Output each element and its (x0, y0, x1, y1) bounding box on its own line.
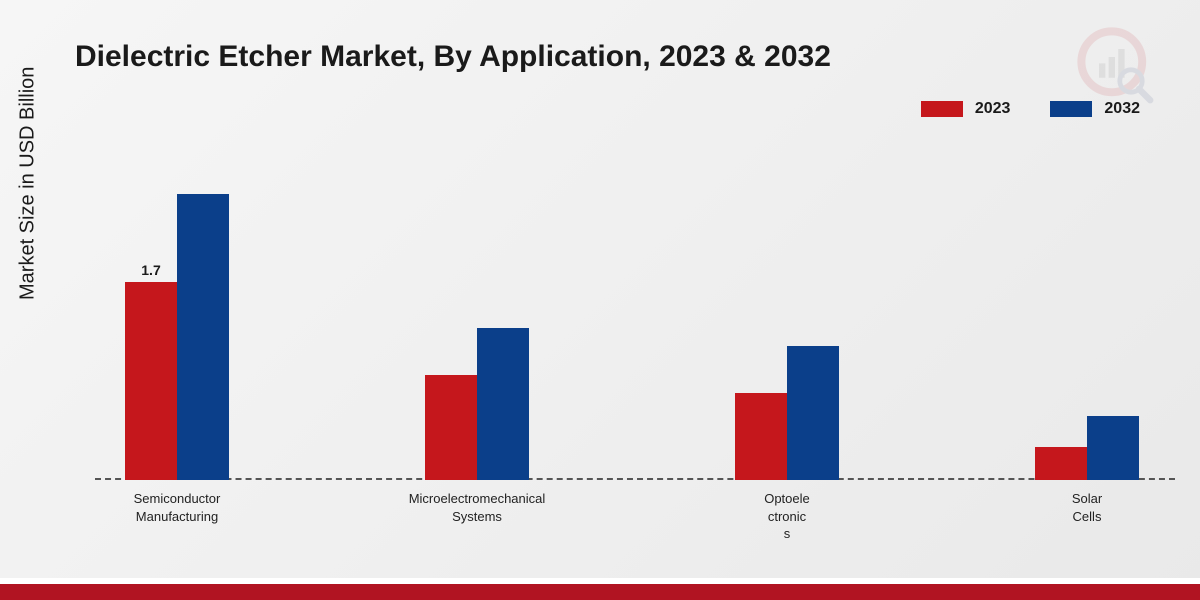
footer-bar (0, 584, 1200, 600)
bar-value-label: 1.7 (125, 262, 177, 282)
legend-label-2023: 2023 (975, 100, 1011, 118)
legend: 2023 2032 (921, 100, 1140, 118)
bar-wrap (177, 194, 229, 480)
legend-item-2032: 2032 (1050, 100, 1140, 118)
bar-wrap (1035, 447, 1087, 480)
category-label: Solar Cells (1032, 480, 1142, 525)
bar (1035, 447, 1087, 480)
bar-wrap (735, 393, 787, 481)
legend-label-2032: 2032 (1104, 100, 1140, 118)
legend-swatch-2032 (1050, 101, 1092, 117)
bar-wrap: 1.7 (125, 282, 177, 480)
bar-group: Microelectromechanical Systems (425, 328, 529, 480)
bar-group: 1.7Semiconductor Manufacturing (125, 194, 229, 480)
bar (735, 393, 787, 481)
bar-wrap (787, 346, 839, 480)
category-label: Optoele ctronic s (732, 480, 842, 543)
chart-title: Dielectric Etcher Market, By Application… (75, 40, 831, 74)
category-label: Semiconductor Manufacturing (112, 480, 242, 525)
bar (425, 375, 477, 480)
category-label: Microelectromechanical Systems (392, 480, 562, 525)
bar (125, 282, 177, 480)
baseline (95, 478, 1175, 480)
chart-page: Dielectric Etcher Market, By Application… (0, 0, 1200, 600)
bar-wrap (425, 375, 477, 480)
bar (477, 328, 529, 480)
bar-group: Solar Cells (1035, 416, 1139, 480)
bar-group: Optoele ctronic s (735, 346, 839, 480)
y-axis-label: Market Size in USD Billion (17, 67, 40, 300)
bar (177, 194, 229, 480)
legend-swatch-2023 (921, 101, 963, 117)
bar-wrap (477, 328, 529, 480)
legend-item-2023: 2023 (921, 100, 1011, 118)
bar-wrap (1087, 416, 1139, 480)
plot-area: 1.7Semiconductor Manufacturing Microelect… (95, 130, 1175, 480)
watermark-logo-icon (1075, 25, 1155, 105)
bar (787, 346, 839, 480)
bar (1087, 416, 1139, 480)
